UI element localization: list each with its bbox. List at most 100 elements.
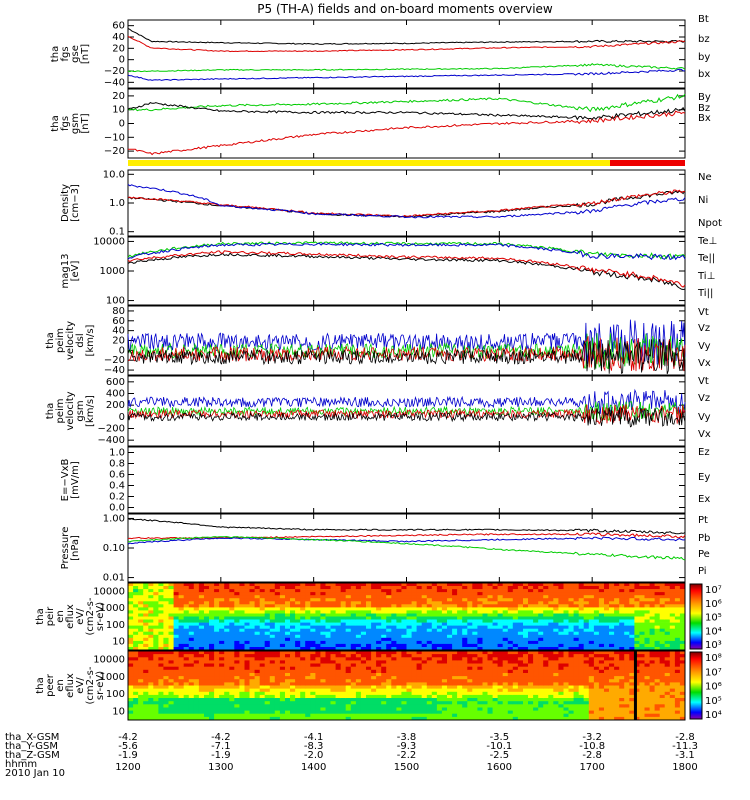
spectrogram-cell xyxy=(593,637,600,642)
spectrogram-cell xyxy=(330,619,336,623)
spectrogram-cell xyxy=(234,610,240,614)
spectrogram-cell xyxy=(269,647,276,651)
spectrogram-cell xyxy=(401,688,407,693)
spectrogram-cell xyxy=(274,625,281,629)
spectrogram-cell xyxy=(548,704,554,708)
spectrogram-cell xyxy=(295,628,301,633)
spectrogram-cell xyxy=(593,647,600,651)
spectrogram-cell xyxy=(553,691,559,696)
spectrogram-cell xyxy=(604,622,610,626)
spectrogram-cell xyxy=(178,688,185,693)
spectrogram-cell xyxy=(568,707,574,711)
spectrogram-cell xyxy=(295,583,301,587)
spectrogram-cell xyxy=(639,628,645,633)
spectrogram-cell xyxy=(209,619,215,623)
spectrogram-cell xyxy=(452,679,458,683)
spectrogram-cell xyxy=(274,707,281,711)
spectrogram-cell xyxy=(133,631,139,636)
legend-npot: Npot xyxy=(698,218,722,229)
spectrogram-cell xyxy=(517,613,524,617)
spectrogram-cell xyxy=(244,682,250,686)
colorbar-label: 10³ xyxy=(705,640,722,651)
spectrogram-cell xyxy=(279,634,286,639)
spectrogram-cell xyxy=(487,592,493,596)
spectrogram-cell xyxy=(614,592,620,596)
spectrogram-cell xyxy=(563,691,569,696)
spectrogram-cell xyxy=(128,663,134,667)
spectrogram-cell xyxy=(609,685,615,689)
spectrogram-cell xyxy=(654,589,661,593)
spectrogram-cell xyxy=(391,622,397,626)
spectrogram-cell xyxy=(457,628,463,633)
spectrogram-cell xyxy=(497,592,504,596)
spectrogram-cell xyxy=(502,601,509,605)
spectrogram-cell xyxy=(411,607,418,611)
spectrogram-cell xyxy=(396,701,402,705)
spectrogram-cell xyxy=(558,598,564,602)
spectrogram-cell xyxy=(335,598,342,602)
spectrogram-cell xyxy=(644,637,650,642)
spectrogram-cell xyxy=(214,651,220,655)
spectrogram-cell xyxy=(133,622,139,626)
spectrogram-cell xyxy=(502,589,509,593)
spectrogram-cell xyxy=(436,673,443,677)
spectrogram-cell xyxy=(583,610,590,614)
figure-title: P5 (TH-A) fields and on-board moments ov… xyxy=(257,2,553,16)
spectrogram-cell xyxy=(244,669,250,674)
spectrogram-cell xyxy=(563,622,569,626)
spectrogram-cell xyxy=(264,586,271,590)
spectrogram-cell xyxy=(300,592,306,596)
spectrogram-cell xyxy=(178,583,185,587)
spectrogram-cell xyxy=(376,679,382,683)
spectrogram-cell xyxy=(183,598,190,602)
spectrogram-cell xyxy=(421,616,428,620)
spectrogram-cell xyxy=(376,657,382,661)
spectrogram-cell xyxy=(502,619,509,623)
spectrogram-cell xyxy=(447,701,453,705)
spectrogram-cell xyxy=(279,586,286,590)
spectrogram-cell xyxy=(411,604,418,608)
spectrogram-cell xyxy=(604,601,610,605)
spectrogram-cell xyxy=(325,640,331,645)
spectrogram-cell xyxy=(492,625,499,629)
spectrogram-cell xyxy=(376,676,382,680)
spectrogram-cell xyxy=(457,631,463,636)
spectrogram-cell xyxy=(264,701,271,705)
spectrogram-cell xyxy=(310,666,316,671)
spectrogram-cell xyxy=(391,643,397,648)
spectrogram-cell xyxy=(512,595,519,599)
spectrogram-cell xyxy=(204,707,210,711)
spectrogram-cell xyxy=(381,628,387,633)
spectrogram-cell xyxy=(234,598,240,602)
spectrogram-cell xyxy=(193,698,200,702)
spectrogram-cell xyxy=(305,628,311,633)
spectrogram-cell xyxy=(487,604,493,608)
spectrogram-cell xyxy=(452,595,458,599)
spectrogram-cell xyxy=(568,643,574,648)
spectrogram-cell xyxy=(492,586,499,590)
spectrogram-cell xyxy=(158,691,164,696)
spectrogram-cell xyxy=(340,628,347,633)
spectrogram-cell xyxy=(452,610,458,614)
spectrogram-cell xyxy=(133,701,139,705)
spectrogram-cell xyxy=(406,631,412,636)
spectrogram-cell xyxy=(659,622,666,626)
spectrogram-cell xyxy=(543,595,549,599)
spectrogram-cell xyxy=(538,651,544,655)
spectrogram-cell xyxy=(563,610,569,614)
spectrogram-cell xyxy=(244,595,250,599)
spectrogram-cell xyxy=(229,654,235,658)
spectrogram-cell xyxy=(467,698,473,702)
spectrogram-cell xyxy=(598,595,605,599)
spectrogram-cell xyxy=(219,710,225,715)
spectrogram-cell xyxy=(290,601,296,605)
spectrogram-cell xyxy=(391,610,397,614)
spectrogram-cell xyxy=(568,631,574,636)
spectrogram-cell xyxy=(381,637,387,642)
spectrogram-cell xyxy=(305,586,311,590)
spectrogram-cell xyxy=(229,586,235,590)
spectrogram-cell xyxy=(290,666,296,671)
spectrogram-cell xyxy=(128,616,134,620)
spectrogram-cell xyxy=(148,691,154,696)
spectrogram-cell xyxy=(204,701,210,705)
